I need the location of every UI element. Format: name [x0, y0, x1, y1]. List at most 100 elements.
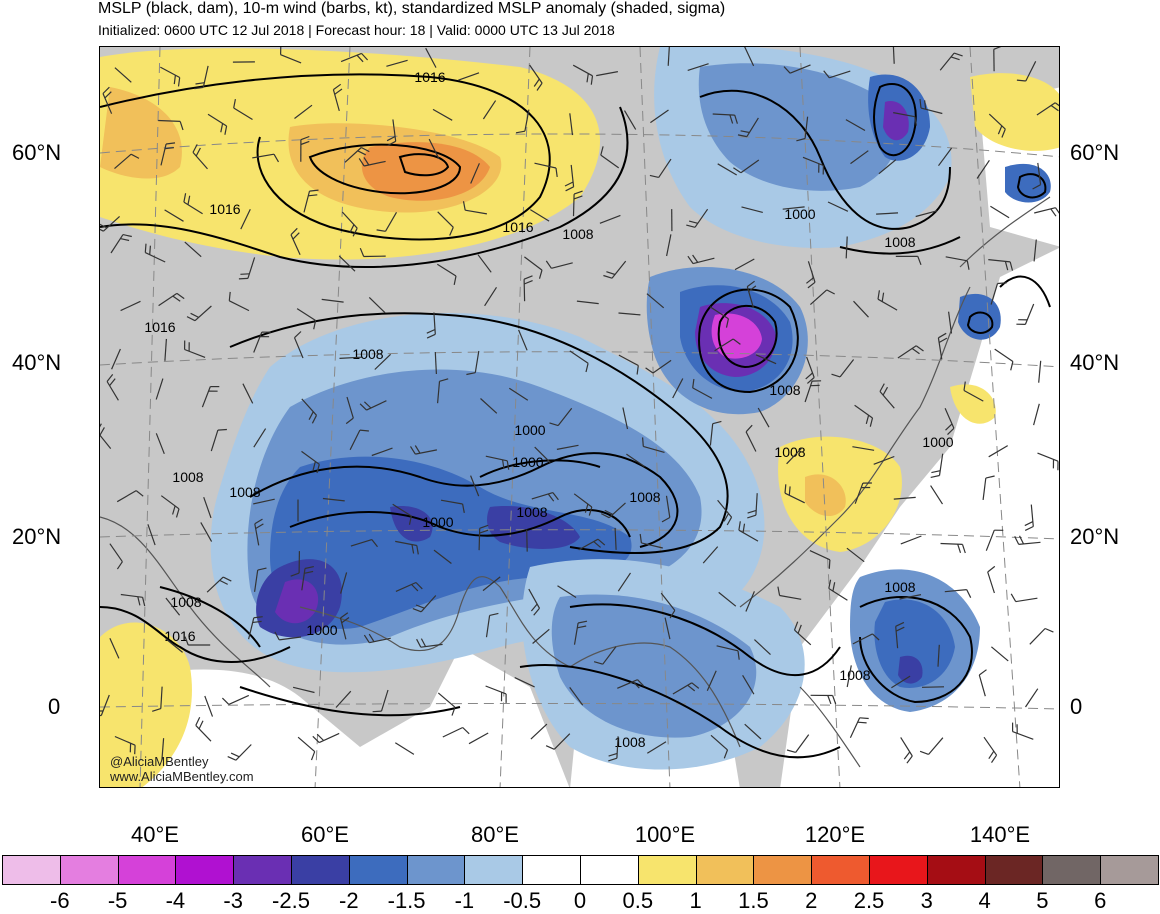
weather-map: 1016 1016 1016 1008 1016 1008 1008 1000 1008 1000…	[99, 46, 1060, 788]
credit-handle: @AliciaMBentley	[110, 754, 208, 769]
colorbar-swatch	[233, 855, 292, 885]
isobar-label: 1008	[884, 234, 915, 250]
colorbar-swatch	[638, 855, 697, 885]
wind-barb-feather	[829, 560, 830, 569]
wind-barb-feather	[643, 437, 644, 446]
lat-label-20n-right: 20°N	[1070, 524, 1119, 550]
lon-label-140e: 140°E	[950, 822, 1050, 848]
colorbar-swatch	[811, 855, 870, 885]
lon-label-40e: 40°E	[105, 822, 205, 848]
lat-label-40n-left: 40°N	[12, 350, 61, 376]
colorbar-label: -2	[319, 888, 379, 914]
isobar-label: 1000	[422, 514, 453, 530]
lat-label-0-right: 0	[1070, 694, 1082, 720]
wind-barb-feather	[373, 711, 382, 712]
colorbar-swatch	[2, 855, 61, 885]
isobar-label: 1016	[209, 201, 240, 217]
colorbar-label: 2	[781, 888, 841, 914]
colorbar-label: 3	[897, 888, 957, 914]
chart-title: MSLP (black, dam), 10-m wind (barbs, kt)…	[98, 0, 725, 18]
lat-label-20n-left: 20°N	[12, 524, 61, 550]
colorbar-swatch	[869, 855, 928, 885]
colorbar-label: -1.5	[377, 888, 437, 914]
isobar-label: 1016	[144, 319, 175, 335]
isobar-label: 1008	[352, 346, 383, 362]
isobar-label: 1008	[629, 489, 660, 505]
colorbar-swatch	[464, 855, 523, 885]
wind-barb	[527, 530, 528, 552]
colorbar-swatch	[407, 855, 466, 885]
lon-label-60e: 60°E	[275, 822, 375, 848]
wind-barb	[574, 194, 575, 216]
colorbar-label: -4	[145, 888, 205, 914]
colorbar-swatch	[753, 855, 812, 885]
colorbar-swatch	[580, 855, 639, 885]
isobar-label: 1016	[502, 219, 533, 235]
colorbar-swatch	[1042, 855, 1101, 885]
colorbar-label: 5	[1012, 888, 1072, 914]
colorbar-label: 1.5	[723, 888, 783, 914]
isobar-label: 1008	[516, 504, 547, 520]
wind-barb-feather	[239, 278, 248, 279]
lon-label-120e: 120°E	[785, 822, 885, 848]
wind-barb-feather	[145, 244, 146, 253]
colorbar-label: -0.5	[492, 888, 552, 914]
colorbar-swatch	[927, 855, 986, 885]
colorbar	[2, 855, 1158, 885]
wind-barb	[479, 528, 480, 550]
isobar-label: 1008	[769, 382, 800, 398]
colorbar-label: 0.5	[608, 888, 668, 914]
isobar-label: 1000	[922, 434, 953, 450]
colorbar-swatch	[349, 855, 408, 885]
colorbar-label: 4	[955, 888, 1015, 914]
isobar-label: 1008	[172, 469, 203, 485]
colorbar-label: -1	[434, 888, 494, 914]
isobar-label: 1000	[514, 422, 545, 438]
wind-barb-feather	[858, 722, 867, 723]
isobar-label: 1008	[170, 594, 201, 610]
colorbar-swatch	[522, 855, 581, 885]
isobar-label: 1008	[774, 444, 805, 460]
wind-barb	[922, 687, 944, 688]
lon-label-100e: 100°E	[615, 822, 715, 848]
colorbar-label: 2.5	[839, 888, 899, 914]
colorbar-swatch	[985, 855, 1044, 885]
colorbar-swatch	[60, 855, 119, 885]
colorbar-label: -2.5	[261, 888, 321, 914]
wind-barb-feather	[218, 430, 227, 431]
colorbar-swatch	[1100, 855, 1159, 885]
wind-barb-feather	[998, 283, 1007, 284]
colorbar-label: 6	[1070, 888, 1130, 914]
colorbar-swatch	[696, 855, 755, 885]
colorbar-label: -6	[30, 888, 90, 914]
isobar-label: 1008	[229, 484, 260, 500]
lat-label-0-left: 0	[48, 694, 60, 720]
lon-label-80e: 80°E	[445, 822, 545, 848]
wind-barb-feather	[860, 718, 869, 719]
colorbar-swatch	[118, 855, 177, 885]
colorbar-label: -3	[203, 888, 263, 914]
colorbar-label: 1	[666, 888, 726, 914]
isobar-label: 1008	[562, 226, 593, 242]
isobar-label: 1016	[414, 69, 445, 85]
wind-barb	[524, 279, 525, 301]
isobar-label: 1000	[306, 622, 337, 638]
chart-subtitle: Initialized: 0600 UTC 12 Jul 2018 | Fore…	[98, 22, 615, 38]
colorbar-swatch	[175, 855, 234, 885]
wind-barb-feather	[240, 274, 249, 275]
wind-barb-feather	[150, 246, 151, 255]
credit-url: www.AliciaMBentley.com	[110, 769, 254, 784]
lat-label-60n-left: 60°N	[12, 140, 61, 166]
lat-label-40n-right: 40°N	[1070, 350, 1119, 376]
map-canvas: 1016 1016 1016 1008 1016 1008 1008 1000 1008 1000…	[100, 47, 1060, 788]
isobar-label: 1008	[839, 667, 870, 683]
colorbar-label: -5	[88, 888, 148, 914]
isobar-label: 1008	[614, 734, 645, 750]
wind-barb-feather	[789, 486, 790, 495]
isobar-label: 1000	[512, 454, 543, 470]
wind-barb-feather	[785, 484, 786, 493]
colorbar-label: 0	[550, 888, 610, 914]
lat-label-60n-right: 60°N	[1070, 140, 1119, 166]
colorbar-swatch	[291, 855, 350, 885]
isobar-label: 1008	[884, 579, 915, 595]
